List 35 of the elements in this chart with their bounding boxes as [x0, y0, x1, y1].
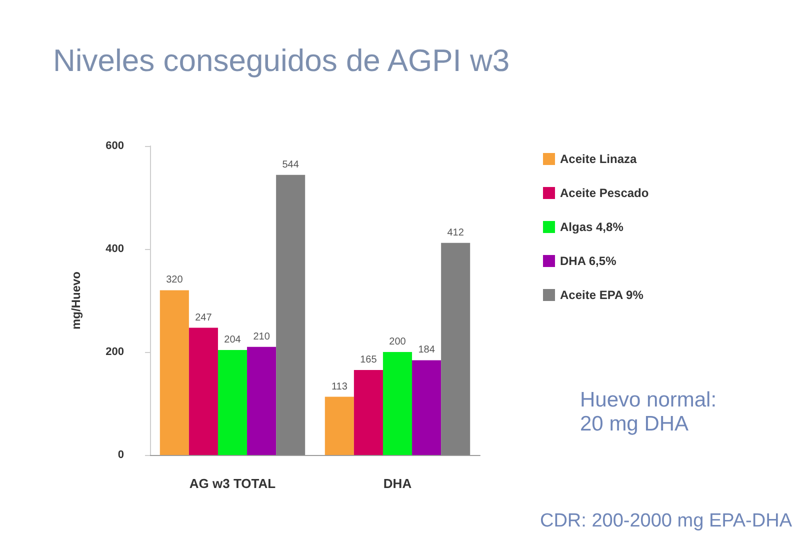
y-tick-label: 600	[106, 140, 124, 152]
data-label: 165	[360, 354, 378, 366]
data-label: 544	[282, 159, 300, 170]
data-label: 204	[224, 334, 242, 346]
chart-title: Niveles conseguidos de AGPI w3	[53, 43, 510, 78]
bar	[441, 242, 470, 455]
y-axis-title: mg/Huevo	[69, 271, 83, 330]
y-tick-label: 0	[118, 449, 124, 461]
bar	[276, 174, 306, 455]
bar	[218, 350, 248, 455]
data-label: 113	[331, 381, 348, 392]
text: Huevo normal: 20 mg DHA	[580, 388, 717, 436]
bar	[160, 290, 189, 455]
bar	[247, 346, 276, 455]
legend-label: Algas 4,8%	[560, 220, 624, 234]
bar	[188, 328, 218, 455]
bar	[324, 396, 354, 455]
bar	[412, 360, 442, 455]
legend-label: DHA 6,5%	[560, 254, 617, 268]
text: CDR: 200-2000 mg EPA-DHA	[540, 510, 792, 532]
bar	[354, 370, 383, 455]
y-tick-label: 400	[106, 243, 124, 255]
bar	[382, 352, 412, 455]
data-label: 210	[253, 331, 270, 342]
data-label: 412	[447, 227, 464, 238]
legend-label: Aceite EPA 9%	[560, 288, 644, 302]
data-label: 320	[166, 274, 184, 286]
legend-label: Aceite Pescado	[560, 186, 649, 200]
x-tick-label: DHA	[383, 476, 412, 491]
data-label: 200	[389, 336, 406, 348]
x-tick-label: AG w3 TOTAL	[189, 476, 276, 491]
y-tick-label: 200	[106, 346, 124, 358]
data-label: 247	[195, 312, 212, 324]
data-label: 184	[418, 344, 436, 356]
legend-label: Aceite Linaza	[560, 152, 638, 166]
